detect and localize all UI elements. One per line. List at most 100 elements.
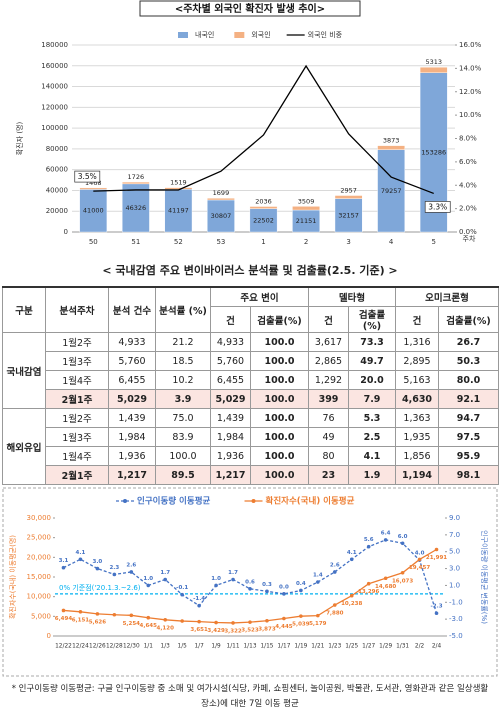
point	[248, 587, 252, 591]
table-cell: 1,935	[395, 427, 440, 447]
table-cell: 5,760	[108, 351, 156, 371]
bar	[164, 187, 193, 190]
x-tick-label: 1/31	[396, 644, 409, 650]
table-cell: 2,895	[395, 351, 440, 371]
data-label: 6.0	[398, 534, 408, 540]
bar	[292, 206, 320, 211]
table-cell: 1,984	[210, 427, 251, 447]
point	[129, 613, 134, 618]
legend-swatch	[234, 32, 245, 38]
point	[417, 557, 422, 562]
x-tick-label: 1/5	[178, 644, 188, 650]
y-tick-label: 140000	[41, 83, 68, 91]
y-tick-label: 60000	[46, 166, 68, 174]
point	[112, 572, 117, 577]
legend-marker	[123, 499, 127, 503]
legend-label: 내국인	[195, 30, 214, 39]
data-label: 6,151	[72, 617, 90, 623]
line-label: 3.3%	[428, 202, 447, 211]
y-tick-label: 100000	[41, 124, 68, 132]
point	[400, 570, 405, 575]
table-cell: 1월2주	[45, 332, 109, 352]
data-label: 0.0	[279, 584, 289, 590]
table-cell: 23	[308, 465, 349, 485]
table-cell: 10.2	[155, 370, 211, 390]
point	[366, 544, 371, 549]
data-label: 22502	[253, 216, 274, 224]
title-box	[139, 0, 361, 17]
data-label: 5,626	[89, 619, 107, 625]
point	[316, 580, 320, 584]
y2-tick-label: 7.0	[449, 531, 460, 539]
y-tick-label: 30,000	[27, 514, 52, 522]
header-row: 구분 분석주차 분석 건수 분석률 (%) 주요 변이 델타형 오미크론형	[2, 286, 500, 333]
header-cell: 오미크론형	[395, 286, 500, 307]
table-row: 1월3주 5,760 18.5 5,760 100.0 2,865 49.7 2,895 50.…	[3, 351, 500, 371]
point	[316, 613, 320, 618]
y-axis-label: 확진자 (명)	[15, 122, 24, 156]
data-label: 10,238	[341, 601, 362, 607]
table-cell: 5,029	[108, 389, 156, 409]
data-label: 1.0	[143, 576, 153, 582]
header-cell: 주요 변이	[210, 286, 309, 307]
y-tick-label: 10,000	[27, 593, 52, 601]
x-tick-label: 53	[216, 238, 225, 246]
data-label: 3509	[298, 197, 315, 205]
header-cell: 건	[308, 306, 349, 333]
x-tick-label: 1/3	[161, 644, 171, 650]
x-tick-label: 1/23	[328, 644, 341, 650]
header-cell: 건	[210, 306, 251, 333]
series-line	[63, 539, 438, 614]
table-cell: 95.9	[438, 446, 500, 466]
table-cell: 80	[308, 446, 349, 466]
table-cell: 1월4주	[45, 370, 109, 390]
y-tick-label: 80000	[46, 145, 68, 153]
point	[265, 589, 269, 594]
data-label: 2.3	[109, 565, 119, 571]
point	[146, 615, 151, 620]
table-cell: 2,865	[308, 351, 349, 371]
point	[282, 592, 286, 596]
table-row: 2월1주 1,217 89.5 1,217 100.0 23 1.9 1,194 98.1	[3, 465, 500, 485]
header-cell: 건	[395, 306, 440, 333]
x-tick-label: 50	[89, 238, 98, 246]
table-row: 국내감염 1월2주 4,933 21.2 4,933 100.0 3,617 73.3 1,31…	[2, 332, 500, 409]
table-cell: 5,163	[395, 370, 440, 390]
point	[214, 620, 218, 625]
y-tick-label: 120000	[41, 103, 68, 111]
table-cell: 26.7	[438, 332, 500, 352]
point	[299, 588, 303, 593]
point	[180, 592, 184, 597]
point	[299, 614, 303, 618]
y-tick-label: 0	[47, 632, 51, 640]
table-cell: 1월3주	[45, 427, 109, 447]
data-label: 32157	[338, 211, 359, 219]
table-cell: 50.3	[438, 351, 500, 371]
y-tick-label: 0	[64, 228, 68, 236]
table-cell: 83.9	[155, 427, 211, 447]
bar	[122, 183, 150, 233]
data-label: 4,445	[275, 624, 293, 630]
table-cell: 49	[308, 427, 349, 447]
point	[61, 565, 66, 570]
x-tick-label: 1/9	[211, 644, 221, 650]
data-label: 5,254	[123, 621, 141, 627]
header-cell: 검출률(%)	[347, 306, 397, 333]
y2-tick-label: -1.0	[449, 598, 463, 606]
reference-label: 0% 기준점('20.1.3.~2.6)	[59, 583, 141, 592]
x-tick-label: 1/13	[243, 644, 256, 650]
point	[163, 617, 168, 622]
y2-tick-label: 12.0%	[459, 88, 482, 96]
bar	[419, 67, 448, 73]
point	[197, 619, 201, 624]
table-cell: 1,439	[108, 408, 156, 428]
point	[214, 583, 218, 588]
weekly-chart: <주차별 외국인 확진자 발생 추이> 0 20000 40000 60000 8000…	[15, 0, 482, 246]
data-label: 153286	[421, 148, 446, 156]
bar	[79, 189, 108, 233]
table-cell: 1,217	[210, 465, 251, 485]
table-cell: 1,439	[210, 408, 251, 428]
point	[95, 612, 100, 616]
data-label: 4,120	[157, 625, 175, 631]
